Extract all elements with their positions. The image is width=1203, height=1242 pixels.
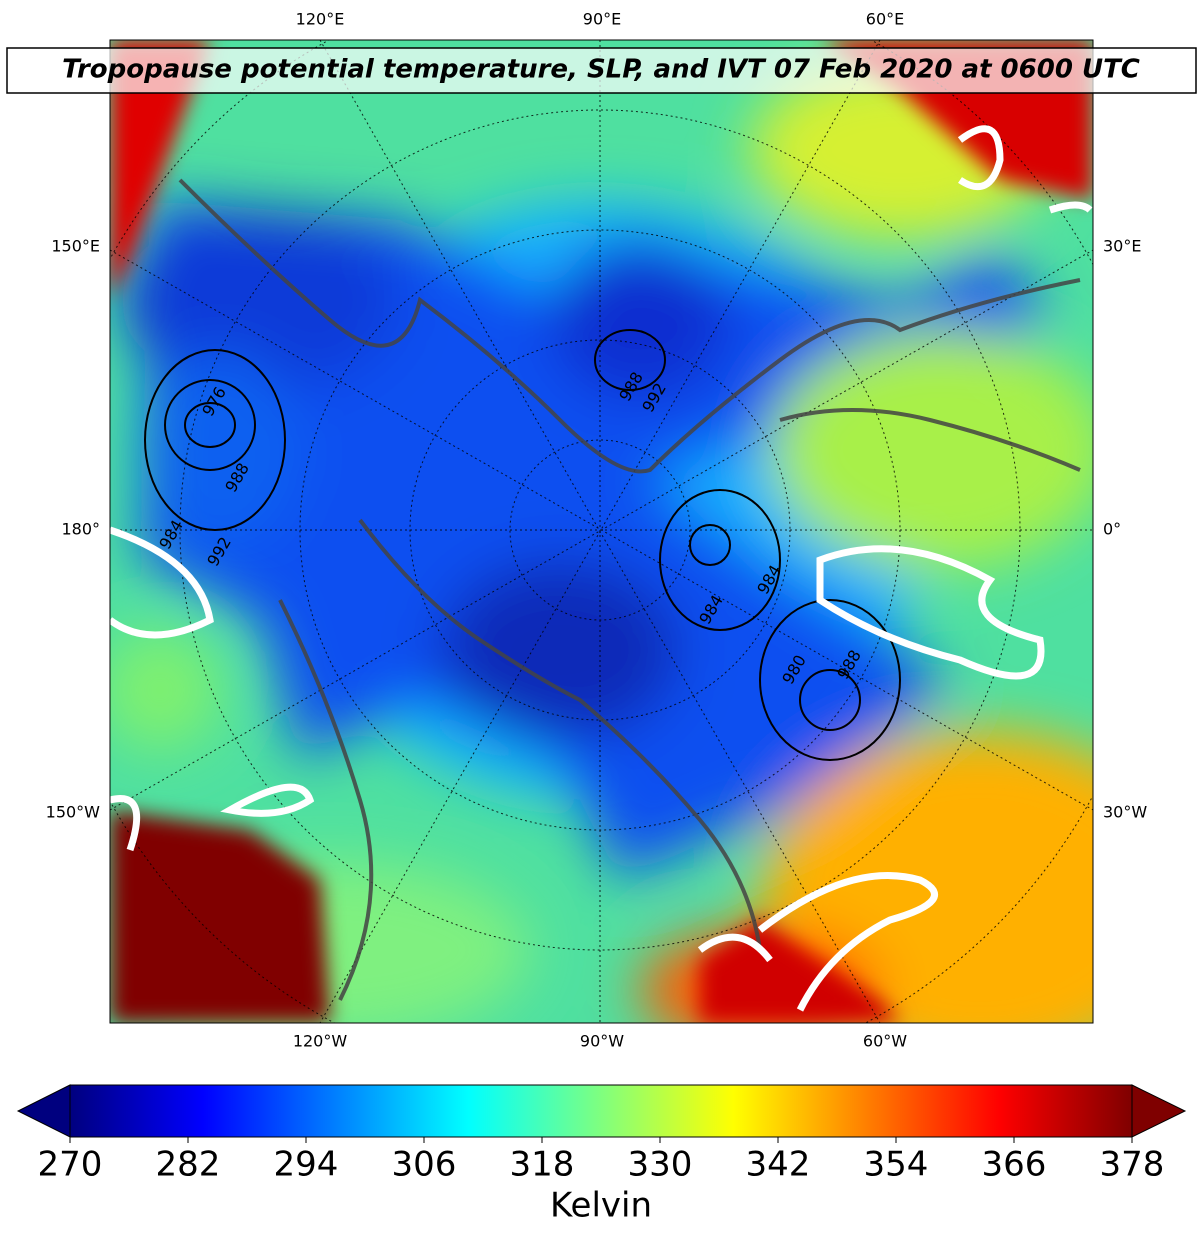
colorbar-tick-label: 366 <box>982 1145 1047 1185</box>
lon-label: 30°E <box>1103 237 1141 256</box>
colorbar-extend-high <box>1131 1084 1187 1138</box>
colorbar-tick-label: 378 <box>1100 1145 1165 1185</box>
lon-label: 60°W <box>863 1032 907 1051</box>
lon-label: 120°E <box>296 10 345 29</box>
colorbar-tick-label: 342 <box>746 1145 811 1185</box>
lon-label: 150°E <box>51 237 100 256</box>
lon-label: 90°W <box>580 1032 624 1051</box>
colorbar-tick-label: 270 <box>38 1145 103 1185</box>
colorbar-tick-label: 354 <box>864 1145 929 1185</box>
colorbar: 270 282 294 306 318 330 342 354 366 378 Kelvin <box>16 1084 1187 1226</box>
colorbar-extend-low <box>16 1084 71 1138</box>
colorbar-label: Kelvin <box>550 1186 652 1226</box>
title-box <box>6 47 1197 94</box>
map-field <box>110 40 1093 1023</box>
lon-label: 60°E <box>866 10 904 29</box>
map-frame <box>109 39 1094 1024</box>
lon-label: 120°W <box>293 1032 348 1051</box>
lon-label: 0° <box>1103 520 1121 539</box>
colorbar-tick-label: 306 <box>392 1145 457 1185</box>
colorbar-tick-label: 294 <box>274 1145 339 1185</box>
title: Tropopause potential temperature, SLP, a… <box>62 55 1140 85</box>
colorbar-tick-label: 282 <box>156 1145 221 1185</box>
lon-label: 180° <box>61 520 100 539</box>
lon-label: 150°W <box>46 803 101 822</box>
colorbar-body <box>69 1084 1133 1138</box>
colorbar-tick-label: 318 <box>510 1145 575 1185</box>
lon-label: 30°W <box>1103 803 1147 822</box>
colorbar-tick-label: 330 <box>628 1145 693 1185</box>
lon-label: 90°E <box>583 10 621 29</box>
